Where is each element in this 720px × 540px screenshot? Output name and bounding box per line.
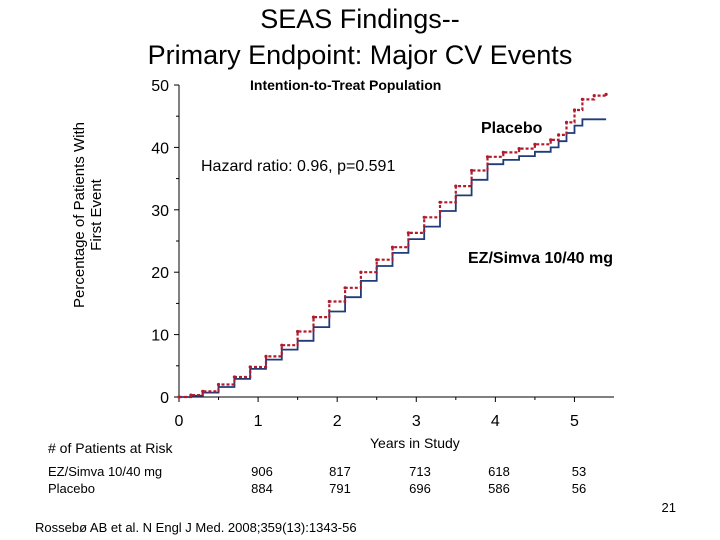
placebo-point [216,382,221,387]
risk-value: 53 [571,464,587,479]
placebo-point [592,94,596,98]
risk-row-label-placebo: Placebo [48,481,95,496]
placebo-point [501,150,505,154]
risk-value: 586 [488,481,510,496]
placebo-point [264,354,268,358]
placebo-point [470,168,474,173]
risk-value: 696 [409,481,431,496]
placebo-point [390,245,395,249]
y-tick-label: 40 [151,140,169,157]
placebo-point [177,395,181,399]
placebo-point [375,258,379,262]
placebo-point [248,365,252,369]
placebo-point [557,133,561,137]
y-tick-label: 50 [151,78,169,95]
y-tick-label: 20 [151,265,169,282]
placebo-point [296,329,300,334]
placebo-point [485,155,490,159]
risk-value: 817 [329,464,351,479]
risk-value: 791 [329,481,351,496]
x-tick-label: 5 [570,413,579,430]
placebo-point [327,299,331,304]
x-tick-label: 1 [254,413,263,430]
x-tick-label: 0 [175,413,184,430]
risk-table-header: # of Patients at Risk [48,440,173,456]
placebo-point [311,315,316,319]
risk-value: 56 [571,481,587,496]
placebo-point [189,393,193,397]
y-tick-label: 10 [151,328,169,345]
risk-row-label-ezsimva: EZ/Simva 10/40 mg [48,464,163,479]
y-tick-label: 0 [160,390,169,407]
page-number: 21 [661,500,676,515]
risk-value: 906 [251,464,273,479]
hazard-ratio-annotation: Hazard ratio: 0.96, p=0.591 [201,158,396,175]
x-tick-label: 3 [412,413,421,430]
placebo-point [343,286,347,290]
placebo-point [406,231,410,235]
placebo-point [533,142,537,146]
citation: Rossebø AB et al. N Engl J Med. 2008;359… [35,520,357,535]
y-axis-label: Percentage of Patients With First Event [71,85,105,345]
placebo-point [280,343,284,347]
placebo-point [549,138,553,142]
placebo-point [580,97,585,101]
placebo-point [564,120,569,124]
y-axis-label-line2: First Event [88,179,105,251]
x-tick-label: 4 [491,413,500,430]
x-tick-label: 2 [333,413,342,430]
risk-value: 884 [251,481,273,496]
placebo-point [517,147,521,151]
placebo-point [572,108,577,112]
ezsimva-series-label: EZ/Simva 10/40 mg [468,250,613,267]
placebo-series-label: Placebo [481,120,543,137]
placebo-point [201,389,205,393]
risk-value: 713 [409,464,431,479]
placebo-point [422,215,426,219]
slide-subtitle: Primary Endpoint: Major CV Events [147,40,573,70]
y-axis-label-line1: Percentage of Patients With [71,122,88,308]
slide-title: SEAS Findings-- [260,4,460,34]
chart-title: Intention-to-Treat Population [250,77,442,93]
y-tick-label: 30 [151,203,169,220]
risk-value: 618 [488,464,510,479]
placebo-point [359,270,363,274]
placebo-point [232,375,236,379]
x-axis-label: Years in Study [370,435,460,451]
placebo-point [454,184,458,188]
placebo-point [438,200,442,204]
placebo-point [604,92,608,96]
